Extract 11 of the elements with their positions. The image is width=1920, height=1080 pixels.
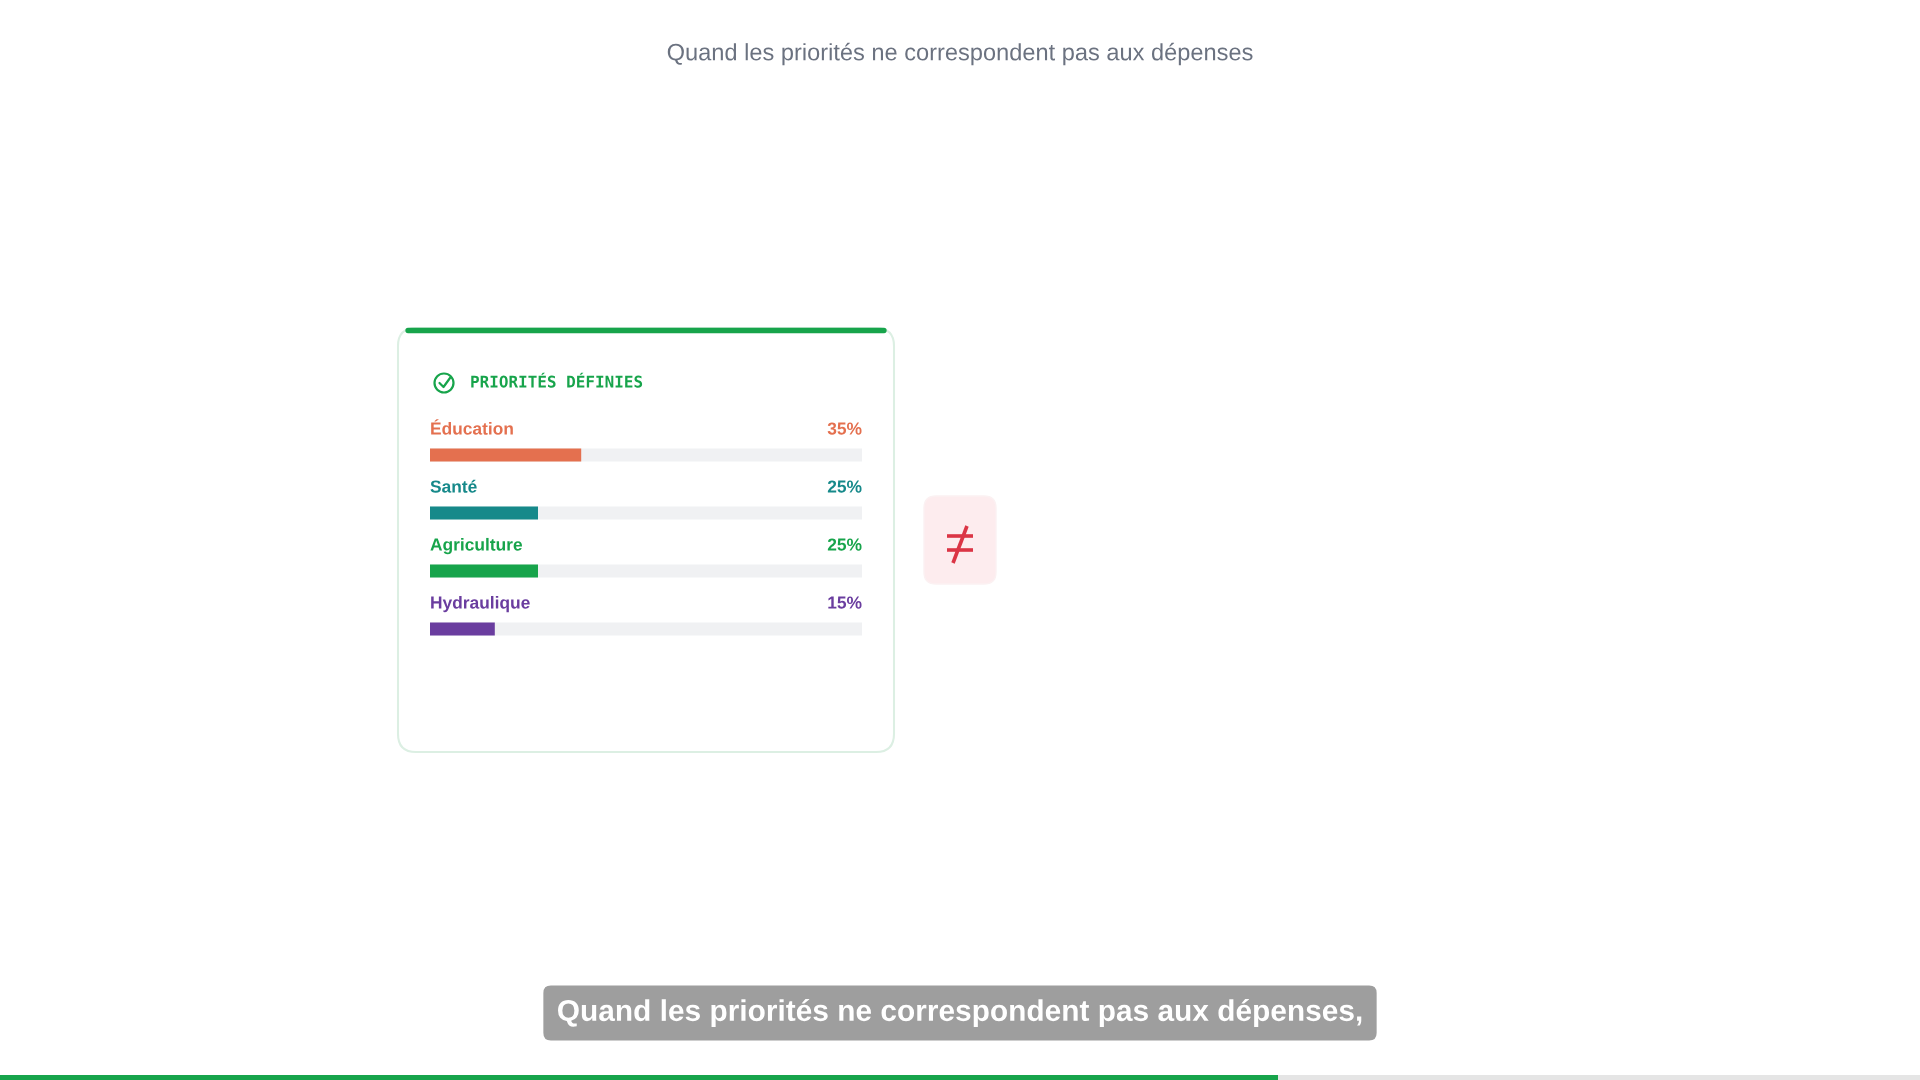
y-tick-label: Agriculture — [430, 537, 523, 555]
text: Quand les priorités ne correspondent pas aux dépenses, — [558, 998, 1362, 1028]
data-label: 25% — [827, 538, 862, 551]
chart-subtitle: PRIORITÉS DÉFINIES — [471, 372, 643, 388]
data-label: 25% — [827, 480, 862, 493]
text: Quand les priorités ne correspondent pas aux dépenses — [667, 42, 1253, 66]
y-tick-label: Santé — [430, 479, 477, 493]
y-tick-label: Hydraulique — [431, 595, 530, 613]
data-label: 35% — [827, 422, 862, 435]
data-label: 15% — [828, 596, 862, 609]
y-tick-label: Éducation — [431, 419, 513, 435]
